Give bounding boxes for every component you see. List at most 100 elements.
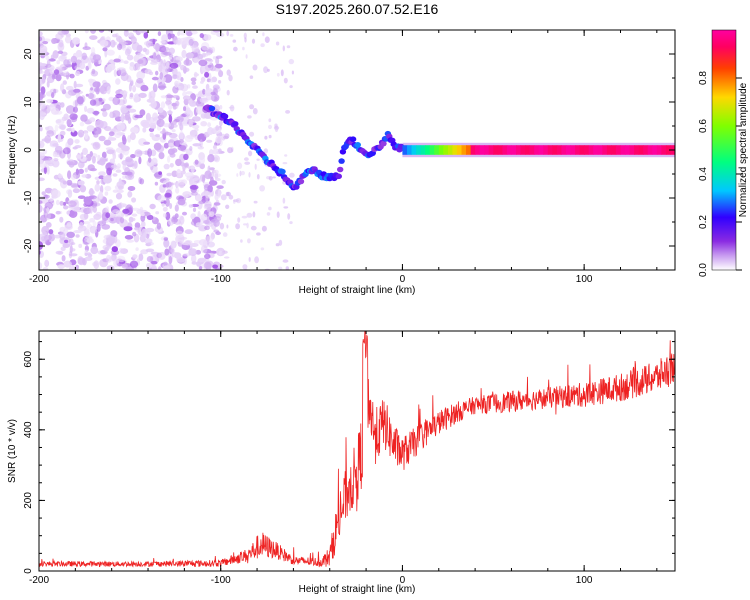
noise-blob xyxy=(126,75,132,83)
signal-blob xyxy=(338,158,345,164)
noise-blob xyxy=(102,244,111,250)
noise-blob xyxy=(182,95,192,101)
noise-blob xyxy=(158,251,166,260)
noise-blob xyxy=(98,30,105,33)
noise-blob xyxy=(139,206,144,214)
noise-blob xyxy=(112,152,117,160)
noise-blob xyxy=(263,148,268,154)
noise-blob xyxy=(118,247,124,254)
noise-blob xyxy=(140,212,145,217)
noise-blob xyxy=(46,166,50,175)
noise-blob xyxy=(113,69,118,77)
noise-blob xyxy=(89,225,98,234)
noise-blob xyxy=(77,195,86,199)
signal-line-segment xyxy=(516,145,521,155)
noise-blob xyxy=(146,256,154,263)
signal-line-segment xyxy=(520,145,526,155)
noise-blob xyxy=(203,261,212,270)
noise-blob xyxy=(85,93,89,97)
noise-blob xyxy=(148,262,153,269)
noise-blob xyxy=(42,149,48,155)
noise-blob xyxy=(119,90,128,95)
noise-blob xyxy=(91,156,96,164)
noise-blob xyxy=(107,235,116,245)
noise-blob xyxy=(95,86,100,95)
noise-blob xyxy=(165,94,174,99)
signal-line-segment xyxy=(661,145,667,155)
noise-blob xyxy=(212,30,221,33)
noise-blob xyxy=(134,149,143,158)
y-tick-label: 400 xyxy=(23,421,34,438)
noise-blob xyxy=(244,161,251,165)
signal-line-segment xyxy=(556,145,562,155)
noise-blob xyxy=(235,223,241,230)
signal-line-segment xyxy=(665,145,671,155)
noise-blob xyxy=(262,32,265,37)
snr-plot-area xyxy=(39,331,675,571)
signal-line-segment xyxy=(461,145,467,155)
noise-blob xyxy=(105,212,111,219)
noise-blob xyxy=(80,114,88,122)
noise-blob xyxy=(132,85,137,93)
noise-blob xyxy=(39,111,45,121)
noise-blob xyxy=(126,105,132,109)
noise-blob xyxy=(215,63,223,69)
noise-blob xyxy=(276,211,280,218)
noise-blob xyxy=(194,159,199,165)
noise-blob xyxy=(226,69,231,76)
noise-blob xyxy=(143,141,151,145)
noise-blob xyxy=(203,184,211,191)
noise-blob xyxy=(229,104,235,112)
noise-blob xyxy=(183,59,193,66)
x-tick-label: -200 xyxy=(29,575,49,586)
noise-blob xyxy=(42,41,49,45)
noise-blob xyxy=(172,67,178,77)
noise-blob xyxy=(71,205,81,212)
noise-blob xyxy=(239,170,242,177)
noise-blob xyxy=(162,128,166,134)
noise-blob xyxy=(139,178,145,185)
noise-blob xyxy=(79,62,86,70)
noise-blob xyxy=(74,139,80,144)
signal-line-segment xyxy=(575,145,581,155)
noise-blob xyxy=(54,145,63,153)
colorbar: 0.0 0.2 0.4 0.6 0.8 Normalized spectral ampl… xyxy=(698,29,749,277)
noise-blob xyxy=(68,250,73,259)
signal-line-segment xyxy=(638,145,644,155)
noise-blob xyxy=(161,202,165,207)
noise-blob xyxy=(189,146,193,151)
colorbar-tick-label: 0.8 xyxy=(698,71,709,85)
noise-blob xyxy=(101,151,107,159)
noise-blob xyxy=(54,124,59,132)
signal-line-segment xyxy=(547,145,553,155)
noise-blob xyxy=(69,113,78,120)
noise-blob xyxy=(70,242,76,246)
noise-blob xyxy=(176,182,180,188)
noise-blob xyxy=(53,88,57,94)
noise-blob xyxy=(226,191,231,197)
noise-blob xyxy=(225,204,230,209)
noise-blob xyxy=(115,78,121,85)
noise-blob xyxy=(48,229,54,235)
noise-blob xyxy=(152,83,158,93)
noise-blob xyxy=(289,85,293,89)
noise-blob xyxy=(160,40,166,44)
noise-blob xyxy=(250,225,257,231)
noise-blob xyxy=(247,115,252,119)
noise-blob xyxy=(215,125,220,131)
signal-blob xyxy=(337,166,344,173)
noise-blob xyxy=(209,79,215,83)
noise-blob xyxy=(200,76,206,83)
noise-blob xyxy=(136,78,144,84)
noise-blob xyxy=(207,64,212,68)
noise-blob xyxy=(172,74,178,80)
noise-blob xyxy=(256,174,260,180)
signal-line-segment xyxy=(452,145,458,155)
noise-blob xyxy=(109,158,116,164)
x-tick-label: -100 xyxy=(211,575,231,586)
noise-blob xyxy=(131,217,136,222)
noise-blob xyxy=(131,197,137,203)
colorbar-tick-label: 0.0 xyxy=(698,263,709,277)
noise-blob xyxy=(77,129,85,138)
